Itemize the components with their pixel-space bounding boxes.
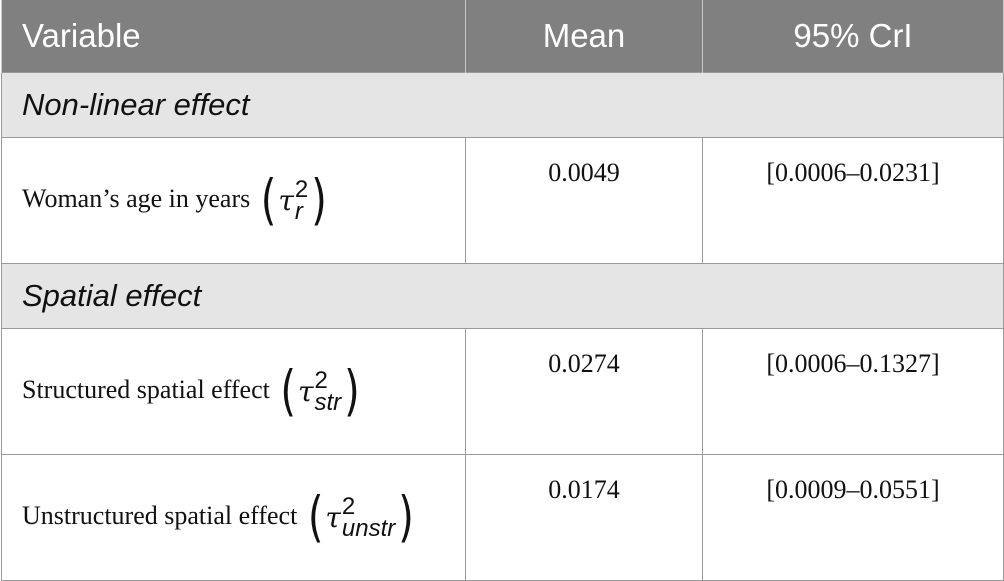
table-row: Woman’s age in years ( τ 2 r ) 0.0049 [0… [1, 137, 1004, 264]
section-title: Non-linear effect [1, 72, 1004, 138]
variable-cell: Unstructured spatial effect ( τ 2 unstr … [1, 454, 466, 581]
section-row-spatial: Spatial effect [1, 263, 1004, 329]
variance-symbol: τ [325, 501, 341, 534]
section-row-nonlinear: Non-linear effect [1, 72, 1004, 138]
variance-subscript: str [314, 388, 342, 416]
variable-label: Woman’s age in years [22, 183, 251, 213]
cri-cell: [0.0009–0.0551] [702, 454, 1004, 581]
header-variable: Variable [1, 0, 466, 73]
variance-formula: ( τ 2 r ) [260, 169, 327, 232]
cri-cell: [0.0006–0.1327] [702, 328, 1004, 455]
variable-cell: Woman’s age in years ( τ 2 r ) [1, 137, 466, 264]
table-row: Structured spatial effect ( τ 2 str ) 0.… [1, 328, 1004, 455]
header-row: Variable Mean 95% CrI [1, 0, 1004, 73]
header-cri: 95% CrI [702, 0, 1004, 73]
variable-label: Unstructured spatial effect [22, 500, 298, 530]
variable-label: Structured spatial effect [22, 374, 270, 404]
variance-formula: ( τ 2 str ) [280, 360, 360, 423]
variance-exponent: 2 [341, 492, 356, 520]
mean-cell: 0.0274 [465, 328, 703, 455]
variance-symbol: τ [278, 184, 294, 217]
variable-cell: Structured spatial effect ( τ 2 str ) [1, 328, 466, 455]
variance-formula: ( τ 2 unstr ) [307, 486, 414, 549]
variance-exponent: 2 [294, 175, 309, 203]
section-title: Spatial effect [1, 263, 1004, 329]
variance-subscript: r [294, 197, 303, 225]
header-mean: Mean [465, 0, 703, 73]
variance-symbol: τ [297, 375, 314, 408]
table-row: Unstructured spatial effect ( τ 2 unstr … [1, 454, 1004, 581]
mean-cell: 0.0174 [465, 454, 703, 581]
variance-exponent: 2 [314, 366, 328, 394]
mean-cell: 0.0049 [465, 137, 703, 264]
cri-cell: [0.0006–0.0231] [702, 137, 1004, 264]
variance-subscript: unstr [341, 514, 396, 542]
